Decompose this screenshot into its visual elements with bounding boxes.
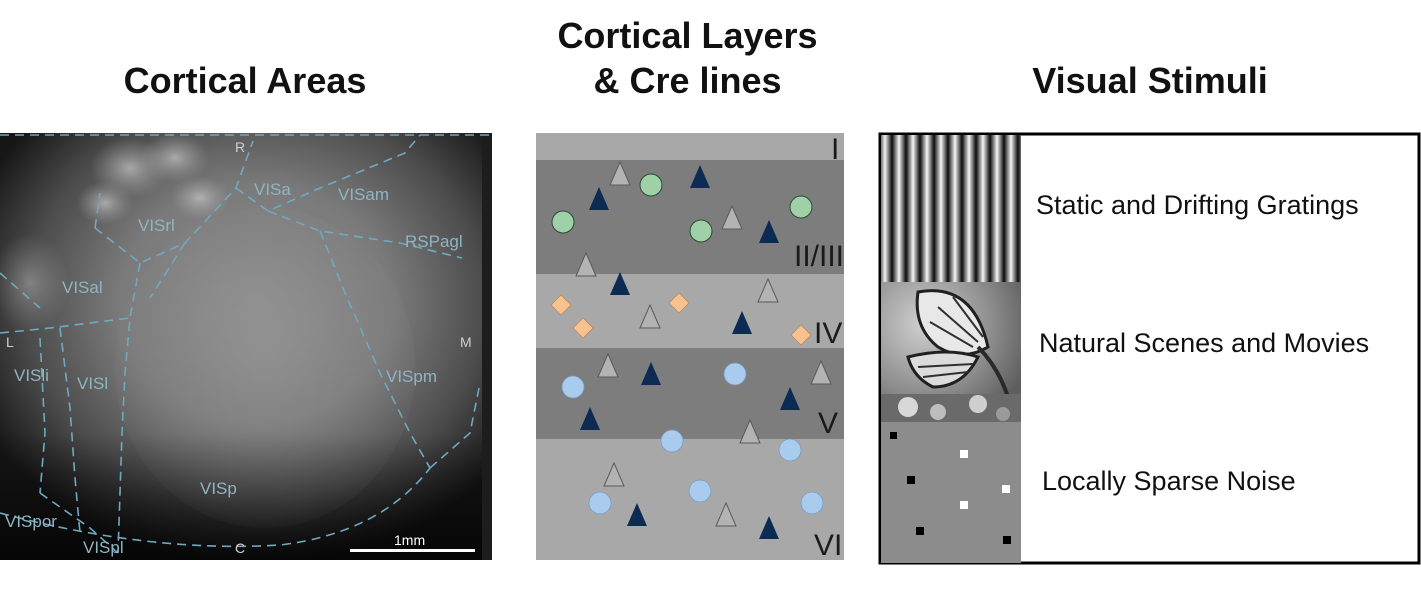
gray-triangle-marker [603,461,625,487]
area-label: VISal [62,278,103,297]
orange-diamonds [550,292,812,346]
gray-triangle-marker [609,160,631,186]
area-boundaries [0,134,490,554]
area-label: RSPagl [405,232,463,251]
blue-circle-marker [561,375,585,399]
navy-triangle-marker [589,187,609,210]
cortical-areas-title: Cortical Areas [123,60,367,101]
natural-scenes-label: Natural Scenes and Movies [1039,328,1370,358]
cortical-layers-title: Cortical Layers & Cre lines [520,13,855,103]
navy-triangle-marker [627,503,647,526]
visual-stimuli-title: Visual Stimuli [1032,60,1268,101]
area-label: VISpl [83,538,124,557]
navy-triangle-marker [780,387,800,410]
layer-label: I [831,133,839,166]
scale-bar-label: 1mm [394,532,425,548]
navy-triangle-marker [690,165,710,188]
orange-diamond-marker [668,292,690,314]
area-label: VISp [200,479,237,498]
blue-circle-marker [800,491,824,515]
layer-label: IV [814,317,842,350]
layer-label: II/III [794,240,844,273]
navy-triangles [580,165,800,539]
area-label: VISa [254,180,291,199]
blue-circle-marker [723,362,747,386]
area-label: VISrl [138,216,175,235]
gray-triangle-marker [575,251,597,277]
layer-label: V [818,407,838,440]
navy-triangle-marker [641,362,661,385]
blue-circle-marker [778,438,802,462]
navy-triangle-marker [580,407,600,430]
navy-triangle-marker [610,272,630,295]
area-label: VISli [14,366,49,385]
grating-image [881,135,1021,282]
sparse-noise-label: Locally Sparse Noise [1042,466,1296,496]
scale-bar: 1mm [350,532,475,552]
blue-circle-marker [660,429,684,453]
sparse-noise-image [881,422,1021,563]
orientation-labels: R C L M [6,139,472,556]
layer-label: VI [814,529,842,560]
medial-label: M [460,334,472,350]
blue-circle-marker [588,491,612,515]
layer-bands [536,133,844,560]
cortical-layers-diagram: I II/III IV V VI [536,133,844,560]
green-circle-marker [639,173,663,197]
gray-triangles [575,160,832,527]
gray-triangle-marker [721,204,743,230]
green-circle-marker [789,195,813,219]
green-circles [551,173,813,243]
rostral-label: R [235,139,245,155]
cortical-layers-title-line2: & Cre lines [593,60,782,101]
gray-triangle-marker [739,418,761,444]
gratings-label: Static and Drifting Gratings [1036,190,1359,220]
area-label: VISam [338,185,389,204]
orange-diamond-marker [790,324,812,346]
gray-triangle-marker [597,352,619,378]
scale-bar-line [350,549,475,552]
navy-triangle-marker [759,516,779,539]
layer-labels: I II/III IV V VI [794,133,844,560]
green-circle-marker [551,210,575,234]
gray-triangle-marker [715,501,737,527]
gray-triangle-marker [639,303,661,329]
gray-triangle-marker [757,277,779,303]
natural-scene-image [881,282,1021,422]
gray-triangle-marker [810,359,832,385]
caudal-label: C [235,540,245,556]
area-label: VISpm [386,367,437,386]
orange-diamond-marker [550,294,572,316]
layer-band-1 [536,133,844,160]
lateral-label: L [6,334,14,350]
orange-diamond-marker [572,317,594,339]
blue-circle-marker [688,479,712,503]
area-labels: VISrl VISa VISam RSPagl VISal VISli VISl… [5,180,463,557]
area-label: VISpor [5,512,57,531]
navy-triangle-marker [759,220,779,243]
visual-stimuli-panel [878,132,1421,565]
navy-triangle-marker [732,311,752,334]
blue-circles [561,362,824,515]
cortical-area-map: VISrl VISa VISam RSPagl VISal VISli VISl… [0,133,492,560]
cortical-layers-title-line1: Cortical Layers [557,15,818,56]
area-label: VISl [77,374,108,393]
green-circle-marker [689,219,713,243]
